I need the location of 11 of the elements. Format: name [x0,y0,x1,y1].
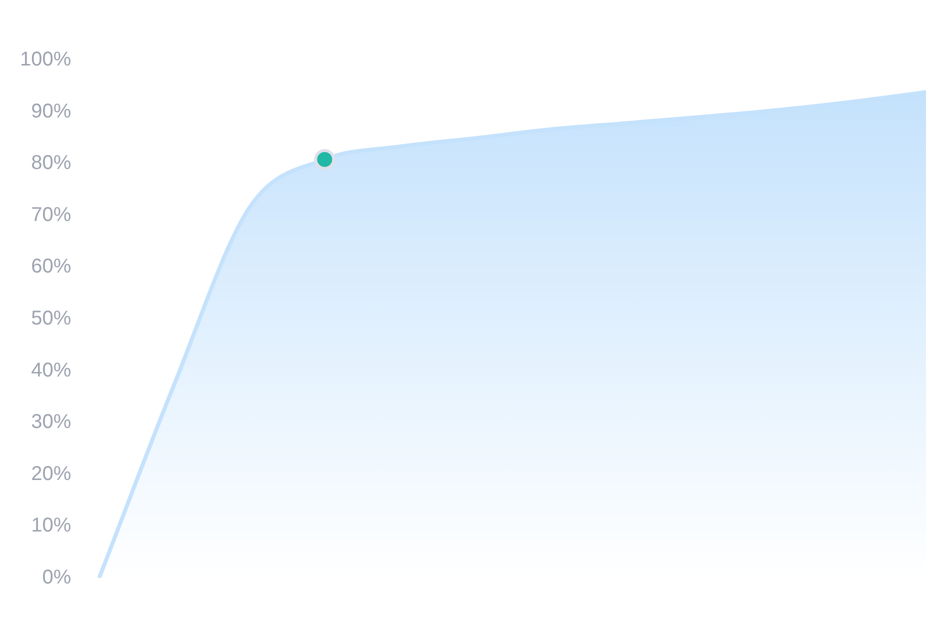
y-tick-label: 0% [42,566,72,589]
y-tick-label: 20% [31,462,72,485]
y-tick-label: 30% [31,411,72,434]
y-tick-label: 100% [20,48,72,71]
y-tick-label: 50% [31,308,72,330]
y-tick-label: 80% [31,152,72,174]
y-tick-label: 60% [31,256,72,278]
y-tick-label: 40% [31,359,72,382]
y-tick-label: 70% [31,204,72,226]
y-tick-label: 10% [31,514,72,537]
y-tick-label: 90% [31,100,72,122]
